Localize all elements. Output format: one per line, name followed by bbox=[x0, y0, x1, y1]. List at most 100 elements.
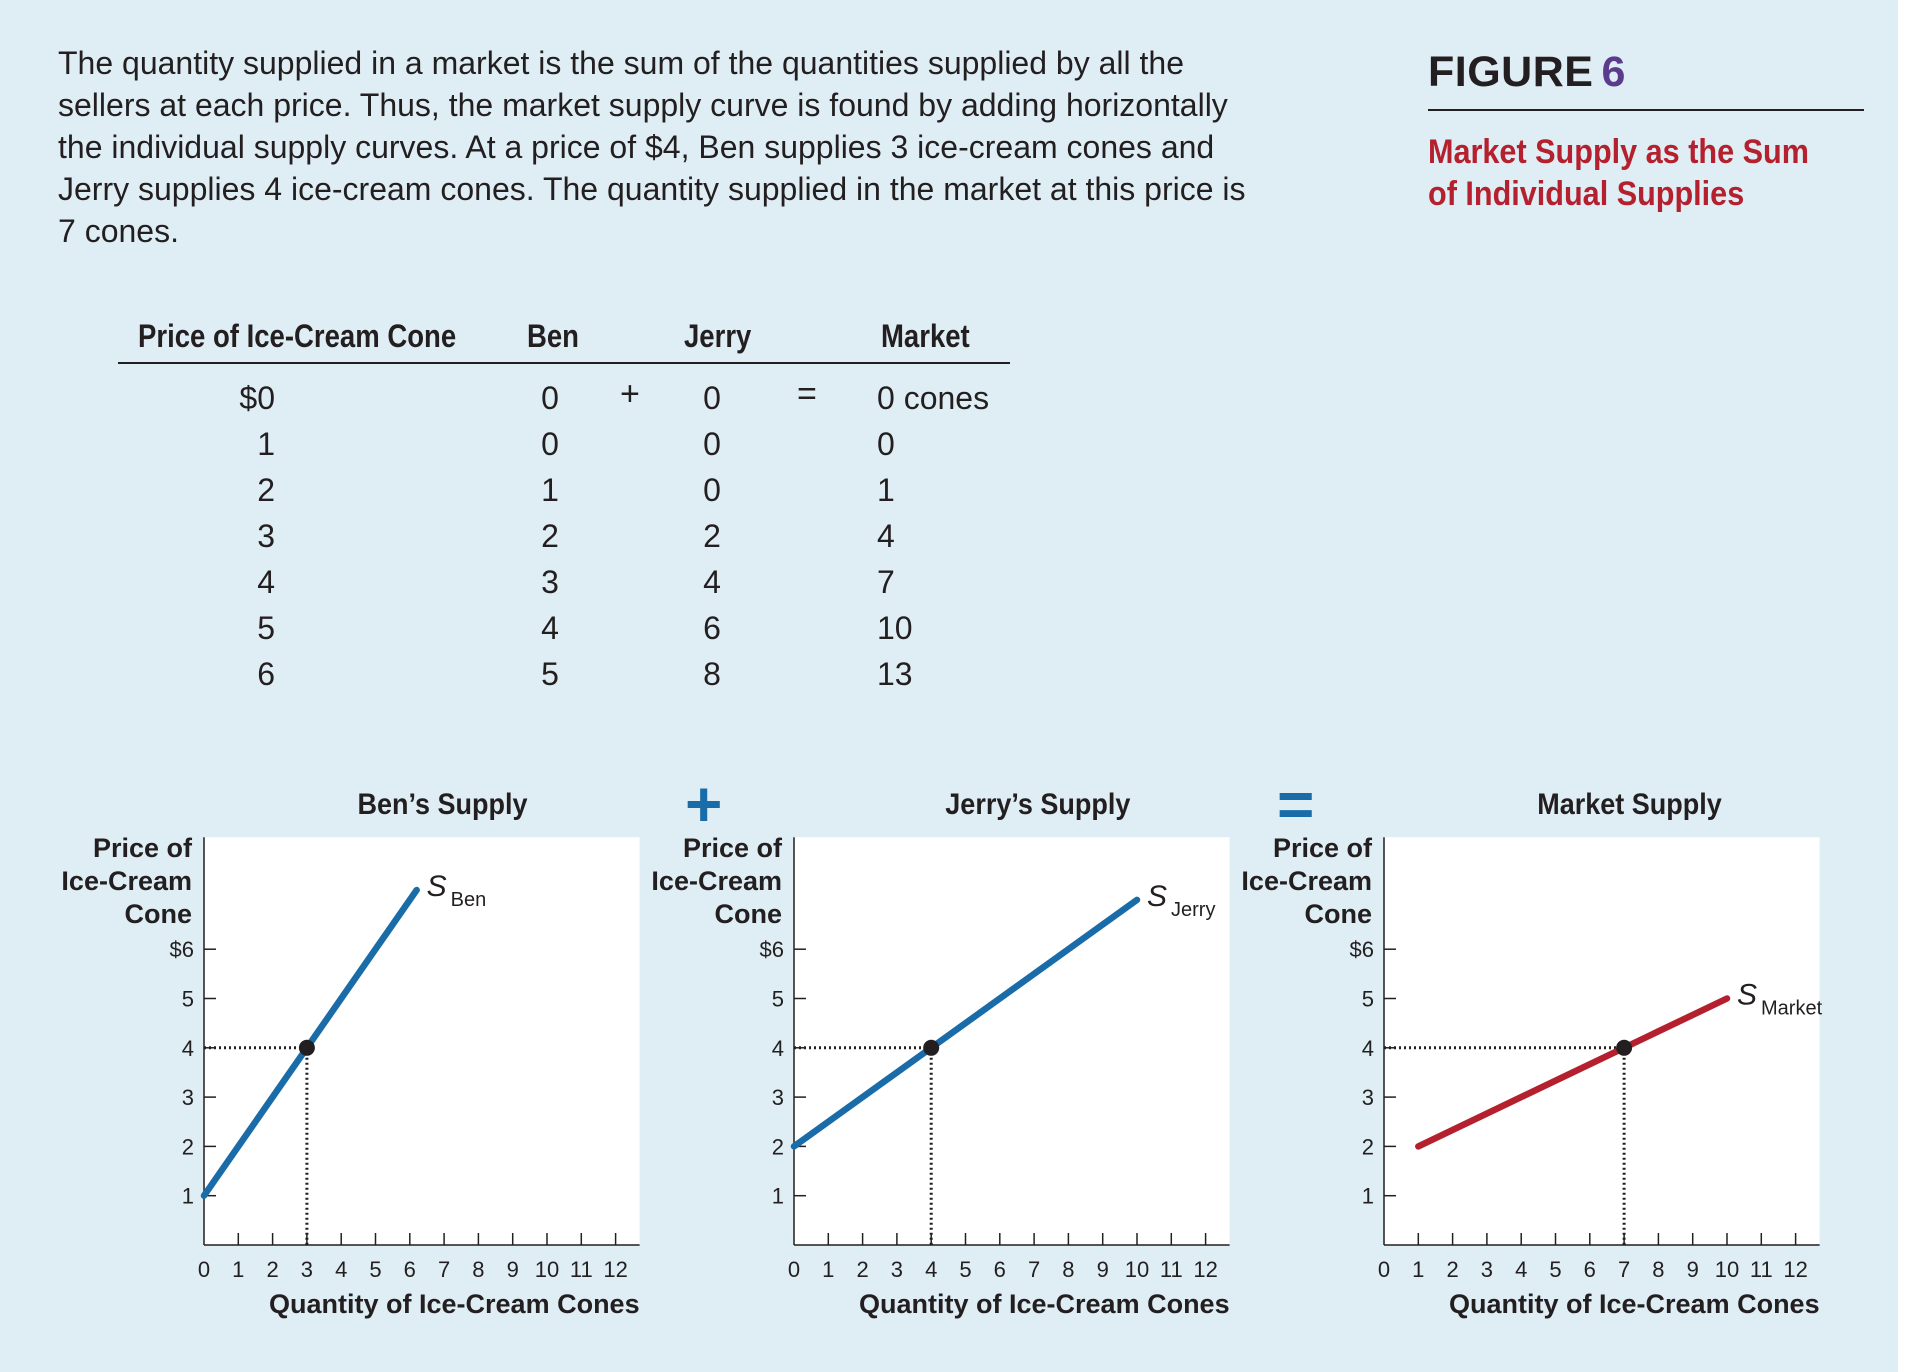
table-equals-sign: = bbox=[797, 375, 817, 413]
curve-label-symbol: S bbox=[1147, 880, 1167, 913]
chart-title-market: Market Supply bbox=[1537, 788, 1722, 821]
table-cell-price: $0 bbox=[239, 380, 275, 416]
table-cell-ben: 1 bbox=[541, 472, 559, 508]
y-axis-label: Price of Ice-Cream Cone bbox=[61, 835, 193, 929]
y-tick-label: 4 bbox=[182, 1036, 194, 1061]
table-cell-ben: 3 bbox=[541, 564, 559, 600]
table-cell-price: 3 bbox=[257, 518, 275, 554]
table-cell-market: 13 bbox=[877, 656, 913, 692]
figure-caption: The quantity supplied in a market is the… bbox=[58, 45, 1246, 249]
table-plus-sign: + bbox=[620, 375, 640, 413]
table-cell-jerry: 0 bbox=[703, 380, 721, 416]
table-cell-market: 0 bbox=[877, 426, 895, 462]
equals-operator: = bbox=[1277, 768, 1315, 840]
supply-curve-label: S Ben bbox=[427, 870, 487, 911]
x-tick-label: 6 bbox=[994, 1257, 1006, 1282]
x-tick-label: 5 bbox=[1549, 1257, 1561, 1282]
y-tick-label: 3 bbox=[1362, 1085, 1374, 1110]
x-tick-label: 4 bbox=[1515, 1257, 1527, 1282]
curve-label-symbol: S bbox=[1737, 979, 1757, 1012]
table-cell-market: 0 cones bbox=[877, 380, 990, 416]
figure-rule bbox=[1428, 109, 1864, 111]
x-tick-label: 9 bbox=[1687, 1257, 1699, 1282]
equilibrium-point bbox=[298, 1039, 315, 1056]
curve-label-symbol: S bbox=[427, 870, 447, 903]
table-cell-ben: 0 bbox=[541, 380, 559, 416]
figure-label: FIGURE 6 bbox=[1428, 48, 1626, 97]
x-tick-label: 2 bbox=[856, 1257, 868, 1282]
y-tick-label: 5 bbox=[182, 987, 194, 1012]
supply-curve-label: S Market bbox=[1737, 979, 1823, 1020]
y-tick-label: 4 bbox=[1362, 1036, 1374, 1061]
header-market: Market bbox=[881, 318, 970, 354]
table-cell-price: 4 bbox=[257, 564, 275, 600]
x-tick-label: 1 bbox=[232, 1257, 244, 1282]
y-tick-label: 5 bbox=[772, 987, 784, 1012]
table-header-rule bbox=[118, 362, 1010, 364]
y-axis-label: Price of Ice-Cream Cone bbox=[651, 835, 783, 929]
plot-area bbox=[1384, 837, 1820, 1245]
x-tick-label: 12 bbox=[1783, 1257, 1807, 1282]
x-tick-label: 10 bbox=[1125, 1257, 1149, 1282]
y-axis-label: Price of Ice-Cream Cone bbox=[1241, 835, 1373, 929]
table-cell-jerry: 0 bbox=[703, 472, 721, 508]
x-tick-label: 4 bbox=[925, 1257, 937, 1282]
y-axis-label-line: Ice-Cream bbox=[651, 866, 782, 896]
curve-label-subscript: Jerry bbox=[1171, 899, 1215, 921]
x-tick-label: 1 bbox=[822, 1257, 834, 1282]
x-tick-label: 11 bbox=[570, 1257, 593, 1282]
x-tick-label: 10 bbox=[535, 1257, 559, 1282]
y-tick-label: 1 bbox=[772, 1184, 784, 1209]
y-tick-label: $6 bbox=[760, 937, 784, 962]
supply-curve bbox=[1415, 995, 1731, 1150]
y-tick-label: 4 bbox=[772, 1036, 784, 1061]
x-tick-label: 7 bbox=[438, 1257, 450, 1282]
y-tick-label: 1 bbox=[1362, 1184, 1374, 1209]
x-axis-label: Quantity of Ice-Cream Cones bbox=[269, 1289, 640, 1319]
y-tick-label: 2 bbox=[772, 1134, 784, 1159]
chart-title-jerry: Jerry’s Supply bbox=[945, 788, 1131, 821]
table-cell-jerry: 2 bbox=[703, 518, 721, 554]
plus-operator: + bbox=[685, 768, 723, 840]
x-tick-label: 8 bbox=[472, 1257, 484, 1282]
y-axis-label-line: Cone bbox=[715, 899, 783, 929]
y-tick-label: 2 bbox=[182, 1134, 194, 1159]
x-tick-label: 9 bbox=[1097, 1257, 1109, 1282]
x-tick-label: 4 bbox=[335, 1257, 347, 1282]
y-tick-label: 5 bbox=[1362, 987, 1374, 1012]
x-tick-label: 8 bbox=[1062, 1257, 1074, 1282]
table-cell-market: 10 bbox=[877, 610, 913, 646]
y-axis-label-line: Ice-Cream bbox=[61, 866, 192, 896]
table-cell-ben: 0 bbox=[541, 426, 559, 462]
x-tick-label: 7 bbox=[1028, 1257, 1040, 1282]
x-axis-label: Quantity of Ice-Cream Cones bbox=[859, 1289, 1230, 1319]
y-axis-label-line: Cone bbox=[125, 899, 193, 929]
x-tick-label: 3 bbox=[891, 1257, 903, 1282]
figure-title: Market Supply as the Sum of Individual S… bbox=[1428, 133, 1809, 213]
table-cell-jerry: 8 bbox=[703, 656, 721, 692]
x-tick-label: 0 bbox=[1378, 1257, 1390, 1282]
equilibrium-point bbox=[923, 1039, 940, 1056]
plot-area bbox=[204, 837, 640, 1245]
x-tick-label: 10 bbox=[1715, 1257, 1739, 1282]
y-axis-label-line: Price of bbox=[683, 835, 783, 863]
x-tick-label: 2 bbox=[266, 1257, 278, 1282]
header-ben: Ben bbox=[527, 318, 579, 354]
figure-number: 6 bbox=[1601, 48, 1626, 96]
y-axis-label-line: Cone bbox=[1305, 899, 1373, 929]
table-cell-jerry: 0 bbox=[703, 426, 721, 462]
x-tick-label: 3 bbox=[301, 1257, 313, 1282]
x-tick-label: 5 bbox=[959, 1257, 971, 1282]
y-tick-label: 3 bbox=[772, 1085, 784, 1110]
y-axis-label-line: Price of bbox=[93, 835, 193, 863]
supply-curve-label: S Jerry bbox=[1147, 880, 1215, 921]
x-tick-label: 0 bbox=[198, 1257, 210, 1282]
figure-label-text: FIGURE bbox=[1428, 48, 1594, 96]
x-tick-label: 3 bbox=[1481, 1257, 1493, 1282]
x-tick-label: 11 bbox=[1160, 1257, 1183, 1282]
y-tick-label: 2 bbox=[1362, 1134, 1374, 1159]
y-axis-label-line: Price of bbox=[1273, 835, 1373, 863]
x-axis-label: Quantity of Ice-Cream Cones bbox=[1449, 1289, 1820, 1319]
